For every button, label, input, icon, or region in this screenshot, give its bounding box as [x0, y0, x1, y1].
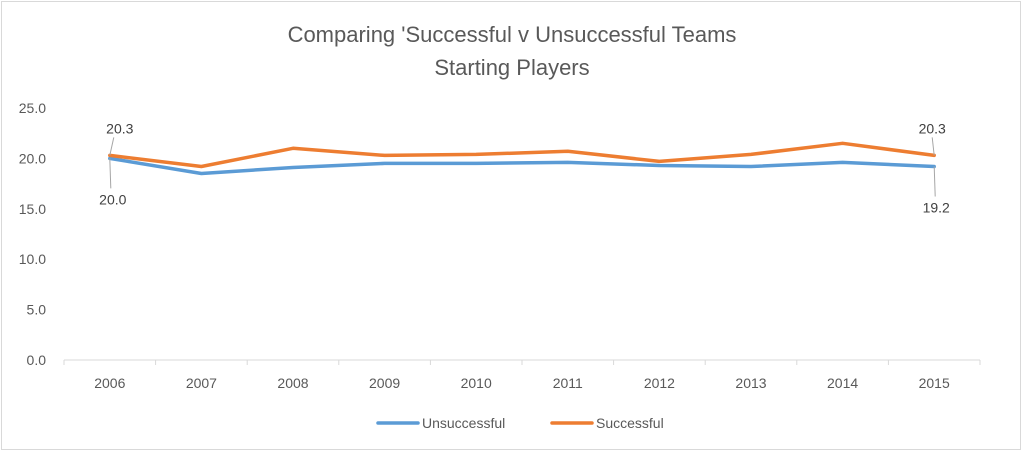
series-line-unsuccessful — [108, 156, 936, 176]
y-tick-label: 0.0 — [27, 352, 47, 368]
x-tick-label: 2012 — [644, 375, 675, 391]
x-tick-label: 2008 — [277, 375, 308, 391]
series-group — [108, 141, 936, 176]
data-label-leader — [109, 137, 115, 156]
data-label-leader — [933, 166, 936, 197]
series-line-successful — [108, 141, 936, 169]
data-label: 20.3 — [106, 120, 133, 136]
y-tick-label: 15.0 — [19, 201, 46, 217]
chart-title-line-2: Starting Players — [434, 55, 589, 80]
x-tick-label: 2007 — [186, 375, 217, 391]
data-label: 20.3 — [919, 120, 946, 136]
data-label: 19.2 — [923, 199, 950, 215]
x-axis: 2006 2007 2008 2009 2010 2011 2012 2013 2014 2015 — [63, 359, 981, 391]
data-label-leader — [109, 158, 112, 189]
x-tick-label: 2014 — [827, 375, 858, 391]
y-axis: 0.0 5.0 10.0 15.0 20.0 25.0 — [19, 100, 46, 368]
legend: Unsuccessful Successful — [376, 415, 664, 431]
y-tick-label: 20.0 — [19, 150, 46, 166]
legend-label-successful: Successful — [596, 415, 664, 431]
data-label: 20.0 — [99, 191, 126, 207]
y-tick-label: 10.0 — [19, 251, 46, 267]
x-tick-label: 2013 — [735, 375, 766, 391]
y-tick-label: 25.0 — [19, 100, 46, 116]
x-tick-label: 2015 — [919, 375, 950, 391]
y-tick-label: 5.0 — [27, 302, 47, 318]
x-tick-label: 2010 — [461, 375, 492, 391]
legend-label-unsuccessful: Unsuccessful — [422, 415, 505, 431]
data-labels: 20.3 20.0 20.3 19.2 — [99, 120, 950, 215]
x-tick-label: 2009 — [369, 375, 400, 391]
x-tick-label: 2011 — [553, 375, 583, 391]
x-tick-label: 2006 — [94, 375, 125, 391]
data-label-leader — [931, 137, 935, 156]
chart-title-line-1: Comparing 'Successful v Unsuccessful Tea… — [288, 22, 737, 47]
